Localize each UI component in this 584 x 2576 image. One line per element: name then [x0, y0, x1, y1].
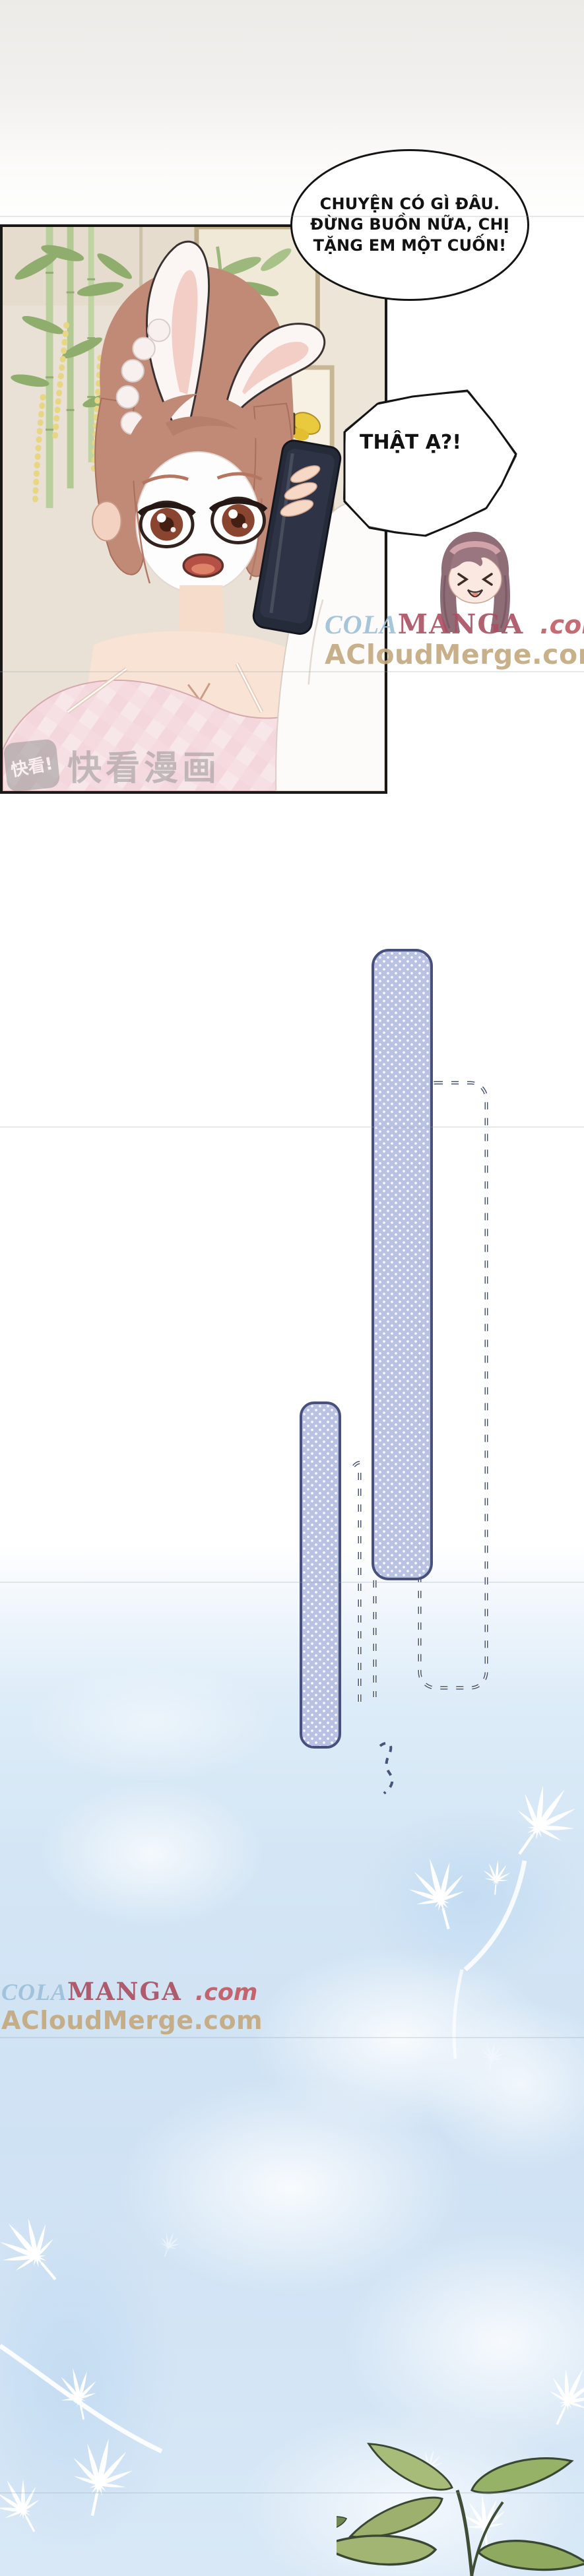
maple-leaf	[478, 2040, 506, 2073]
speech-bubble-1-line: TẶNG EM MỘT CUỐN!	[313, 236, 507, 255]
chibi-girl	[440, 532, 510, 632]
ear	[92, 501, 122, 542]
kuaikan-icon: 快看!	[3, 738, 61, 791]
plant-stem	[470, 2501, 504, 2576]
seam-line	[0, 2492, 584, 2494]
chibi-tongue	[472, 593, 478, 596]
maple-leaf	[0, 2469, 55, 2542]
tall-lavender-pill	[372, 949, 433, 1580]
footstep-dashes	[379, 1741, 394, 1795]
watermark-line1: COLAMANGA .com	[1, 1980, 263, 2005]
maple-leaf	[481, 1859, 512, 1896]
plaid-top	[3, 679, 302, 791]
eyebrow-left	[141, 474, 189, 485]
watermark-manga: MANGA	[397, 608, 525, 640]
phone	[252, 439, 342, 635]
leaf-stem	[463, 1860, 527, 1972]
watermark-cola: COLA	[325, 610, 398, 639]
watermark-acloudmerge: ACloudMerge.com	[325, 639, 584, 670]
comic-panel: fly	[0, 224, 387, 794]
speech-bubble-1: CHUYỆN CÓ GÌ ĐÂU. ĐỪNG BUỒN NỮA, CHỊ TẶN…	[290, 149, 529, 301]
blue-patch	[356, 1808, 584, 1986]
plant-leaf	[362, 2436, 457, 2502]
speech-bubble-1-line: CHUYỆN CÓ GÌ ĐÂU.	[319, 195, 500, 214]
watermark-cola: COLA	[1, 1979, 68, 2005]
eyebrow-right	[216, 472, 263, 481]
hand-fingers	[280, 465, 321, 517]
strap-right-core	[236, 663, 263, 713]
eyes	[137, 496, 268, 548]
maple-leaf	[535, 2358, 584, 2435]
cloud	[26, 1663, 277, 1782]
seam-line	[0, 671, 584, 672]
bunny-girl	[3, 240, 385, 791]
maple-leaf	[401, 1851, 476, 1937]
speech-bubble-2	[342, 389, 517, 537]
leaf-branch	[0, 2344, 163, 2454]
mouth	[182, 553, 224, 578]
watermark-colamanga-bottom: COLAMANGA .com ACloudMerge.com	[1, 1980, 263, 2035]
hair-strand	[135, 501, 151, 584]
plant-leaf	[337, 2530, 438, 2569]
chibi-headband	[449, 541, 501, 556]
watermark-dotcom: .com	[540, 610, 584, 639]
plant-illustration	[337, 2436, 584, 2576]
panel-illustration: fly	[3, 227, 385, 791]
chibi-bangs	[451, 542, 500, 569]
small-lavender-pill	[300, 1401, 341, 1749]
watermark-manga: MANGA	[67, 1977, 182, 2006]
watermark-dotcom: .com	[195, 1980, 258, 2006]
kuaikan-icon-text: 快看!	[9, 753, 55, 781]
cloud	[422, 1999, 584, 2171]
maple-leaf	[494, 1772, 584, 1873]
bamboo-decor	[11, 227, 132, 509]
kuaikan-watermark: 快看! 快看漫画	[3, 738, 221, 791]
watermark-line1: COLAMANGA .com	[325, 611, 584, 638]
dashed-line-a	[352, 1461, 367, 1708]
chibi-hair-strands	[443, 575, 507, 629]
seam-line	[0, 1582, 584, 1583]
maple-leaf	[0, 2205, 78, 2298]
leaf-stem	[452, 1969, 464, 2059]
seam-line	[0, 216, 584, 217]
fringe	[121, 393, 278, 481]
speech-bubble-2-text: THẬT Ạ?!	[360, 431, 461, 454]
seam-line	[0, 1126, 584, 1128]
chibi-closed-eyes	[457, 573, 493, 586]
speech-bubble-1-line: ĐỪNG BUỒN NỮA, CHỊ	[310, 215, 509, 234]
plant-stem	[455, 2490, 474, 2576]
seam-line	[0, 2037, 584, 2038]
maple-leaf	[155, 2228, 184, 2260]
watermark-acloudmerge: ACloudMerge.com	[1, 2006, 263, 2035]
kuaikan-label: 快看漫画	[67, 749, 221, 789]
strap-left-core	[67, 668, 127, 713]
plant-leaf	[476, 2533, 584, 2576]
maple-leaf	[61, 2432, 139, 2523]
maple-leaves-decor	[0, 1749, 584, 2576]
hanging-flowers	[32, 322, 104, 505]
watermark-colamanga-top: COLAMANGA .com ACloudMerge.com	[325, 611, 584, 668]
bunny-ears	[146, 240, 326, 428]
plant-leaf	[337, 2513, 349, 2538]
cloud	[40, 1782, 264, 1927]
